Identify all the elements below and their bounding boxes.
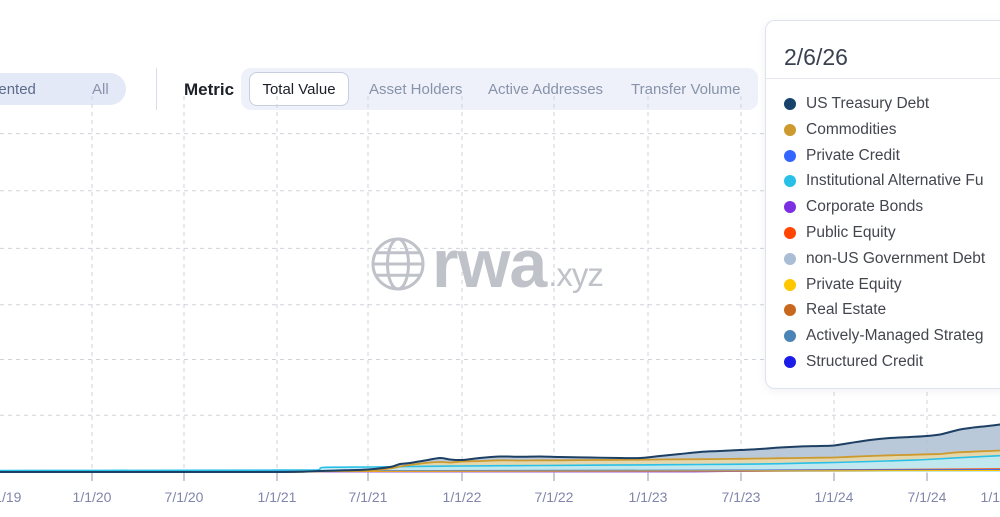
svg-text:7/1/21: 7/1/21 bbox=[349, 489, 388, 505]
svg-text:7/1/24: 7/1/24 bbox=[908, 489, 947, 505]
svg-text:1/1/21: 1/1/21 bbox=[258, 489, 297, 505]
svg-text:1/1/25: 1/1/25 bbox=[981, 489, 1000, 505]
svg-text:1/1/22: 1/1/22 bbox=[443, 489, 482, 505]
svg-text:1/1/20: 1/1/20 bbox=[73, 489, 112, 505]
svg-text:7/1/23: 7/1/23 bbox=[722, 489, 761, 505]
svg-text:7/1/22: 7/1/22 bbox=[535, 489, 574, 505]
svg-text:1/1/24: 1/1/24 bbox=[815, 489, 854, 505]
svg-text:7/1/19: 7/1/19 bbox=[0, 489, 22, 505]
svg-text:1/1/23: 1/1/23 bbox=[629, 489, 668, 505]
svg-text:7/1/20: 7/1/20 bbox=[165, 489, 204, 505]
